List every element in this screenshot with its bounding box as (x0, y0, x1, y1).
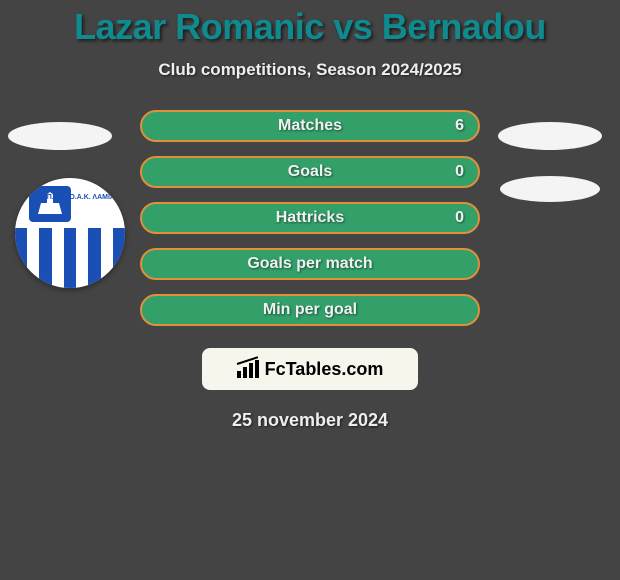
stat-pill: Min per goal (140, 294, 480, 326)
stat-pill: Hattricks 0 (140, 202, 480, 234)
player-left-blob (8, 122, 112, 150)
chart-icon (237, 360, 259, 378)
stat-value: 6 (455, 117, 464, 135)
date-label: 25 november 2024 (0, 410, 620, 431)
stat-value: 0 (455, 209, 464, 227)
stat-label: Min per goal (263, 301, 357, 319)
stat-label: Hattricks (276, 209, 344, 227)
stat-label: Matches (278, 117, 342, 135)
branding-text: FcTables.com (265, 359, 384, 380)
infographic-root: Lazar Romanic vs Bernadou Club competiti… (0, 0, 620, 580)
player-right-top-blob (498, 122, 602, 150)
page-subtitle: Club competitions, Season 2024/2025 (0, 60, 620, 80)
badge-stripes (15, 228, 125, 289)
stat-pill: Matches 6 (140, 110, 480, 142)
club-badge: Π.Α.Ε. Ο.Α.Κ. ΛΑΜΙΑ (15, 178, 125, 288)
page-title: Lazar Romanic vs Bernadou (0, 0, 620, 48)
stat-pill: Goals per match (140, 248, 480, 280)
branding-box: FcTables.com (202, 348, 418, 390)
player-right-bottom-blob (500, 176, 600, 202)
badge-text: Π.Α.Ε. Ο.Α.Κ. ΛΑΜΙΑ (47, 194, 115, 202)
stat-value: 0 (455, 163, 464, 181)
stat-pill: Goals 0 (140, 156, 480, 188)
stat-label: Goals per match (247, 255, 372, 273)
stat-label: Goals (288, 163, 332, 181)
